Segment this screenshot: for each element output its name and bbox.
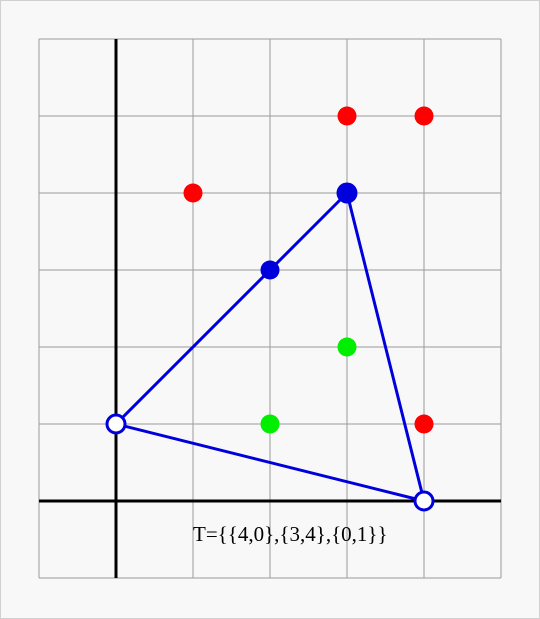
red-point — [414, 106, 434, 126]
lattice-points — [105, 106, 435, 512]
red-point — [183, 183, 203, 203]
triangle-edge — [115, 422, 425, 503]
green-point — [337, 337, 357, 357]
triangle-edge — [114, 191, 349, 426]
blue-point — [260, 260, 280, 280]
vertex-point-hollow — [413, 490, 435, 512]
red-point — [337, 106, 357, 126]
triangle-edge — [345, 192, 426, 502]
triangle-label: T={{4,0},{3,4},{0,1}} — [193, 522, 388, 546]
red-point — [414, 414, 434, 434]
vertex-point — [336, 182, 358, 204]
green-point — [260, 414, 280, 434]
vertex-point-hollow — [105, 413, 127, 435]
triangle — [114, 191, 426, 503]
